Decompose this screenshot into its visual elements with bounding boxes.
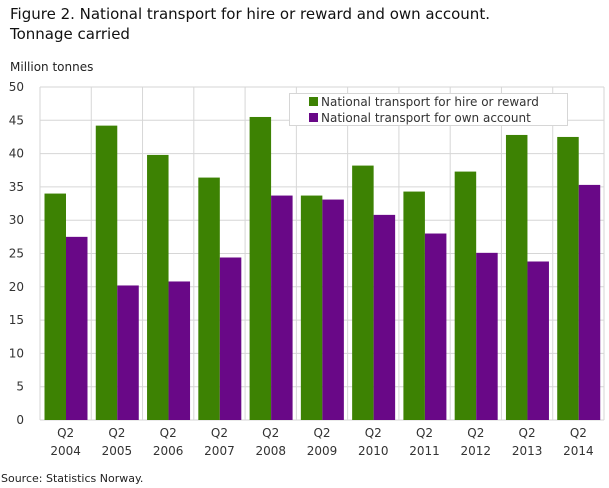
bar-own-account <box>271 195 293 420</box>
y-tick-label: 35 <box>9 180 24 194</box>
y-tick-label: 25 <box>9 247 24 261</box>
bar-own-account <box>578 184 601 420</box>
bar-hire-or-reward <box>454 171 477 420</box>
bar-own-account <box>117 285 139 420</box>
y-tick-label: 0 <box>16 413 24 427</box>
chart-title-line2: Tonnage carried <box>10 25 130 43</box>
x-tick-label: Q2 <box>211 426 228 440</box>
source-note: Source: Statistics Norway. <box>1 472 144 485</box>
chart-title-line1: Figure 2. National transport for hire or… <box>10 5 490 23</box>
x-tick-label: 2009 <box>307 444 338 458</box>
x-tick-label: 2005 <box>102 444 133 458</box>
x-tick-label: Q2 <box>416 426 433 440</box>
bar-hire-or-reward <box>557 136 579 420</box>
y-tick-label: 45 <box>9 113 24 127</box>
x-tick-label: Q2 <box>467 426 484 440</box>
x-tick-label: Q2 <box>313 426 330 440</box>
x-tick-label: Q2 <box>160 426 177 440</box>
bar-own-account <box>527 261 549 420</box>
bar-hire-or-reward <box>300 195 323 420</box>
bar-hire-or-reward <box>352 165 374 420</box>
y-tick-label: 40 <box>9 147 24 161</box>
x-tick-label: Q2 <box>57 426 74 440</box>
bar-hire-or-reward <box>505 134 528 420</box>
legend-swatch <box>309 113 318 122</box>
y-tick-label: 20 <box>9 280 24 294</box>
x-tick-label: Q2 <box>519 426 536 440</box>
x-tick-label: 2011 <box>409 444 440 458</box>
bar-own-account <box>373 214 396 420</box>
legend-label: National transport for hire or reward <box>321 95 539 109</box>
bar-hire-or-reward <box>95 125 118 421</box>
x-tick-label: 2014 <box>563 444 594 458</box>
bar-hire-or-reward <box>198 177 220 420</box>
x-tick-label: 2007 <box>204 444 235 458</box>
x-tick-label: 2013 <box>512 444 543 458</box>
y-tick-label: 10 <box>9 346 24 360</box>
x-tick-label: 2006 <box>153 444 184 458</box>
chart-title: Figure 2. National transport for hire or… <box>10 4 490 44</box>
bar-own-account <box>424 233 447 420</box>
y-tick-label: 30 <box>9 213 24 227</box>
x-tick-label: 2012 <box>461 444 492 458</box>
bar-own-account <box>476 252 498 420</box>
bar-hire-or-reward <box>249 116 272 420</box>
x-tick-label: 2004 <box>50 444 81 458</box>
legend-box <box>289 93 568 126</box>
bar-own-account <box>219 257 242 420</box>
y-tick-label: 50 <box>9 80 24 94</box>
y-tick-label: 15 <box>9 313 24 327</box>
bar-own-account <box>322 199 344 420</box>
x-tick-label: 2010 <box>358 444 389 458</box>
y-tick-label: 5 <box>16 380 24 394</box>
x-tick-label: Q2 <box>108 426 125 440</box>
legend-label: National transport for own account <box>321 111 531 125</box>
y-axis-label: Million tonnes <box>10 60 94 74</box>
x-tick-label: Q2 <box>570 426 587 440</box>
x-tick-label: Q2 <box>365 426 382 440</box>
legend-swatch <box>309 97 318 106</box>
bar-hire-or-reward <box>44 193 66 420</box>
x-tick-label: 2008 <box>255 444 286 458</box>
bar-hire-or-reward <box>147 154 169 420</box>
bar-own-account <box>66 236 88 420</box>
bar-hire-or-reward <box>403 191 425 420</box>
bar-own-account <box>168 281 191 420</box>
x-tick-label: Q2 <box>262 426 279 440</box>
